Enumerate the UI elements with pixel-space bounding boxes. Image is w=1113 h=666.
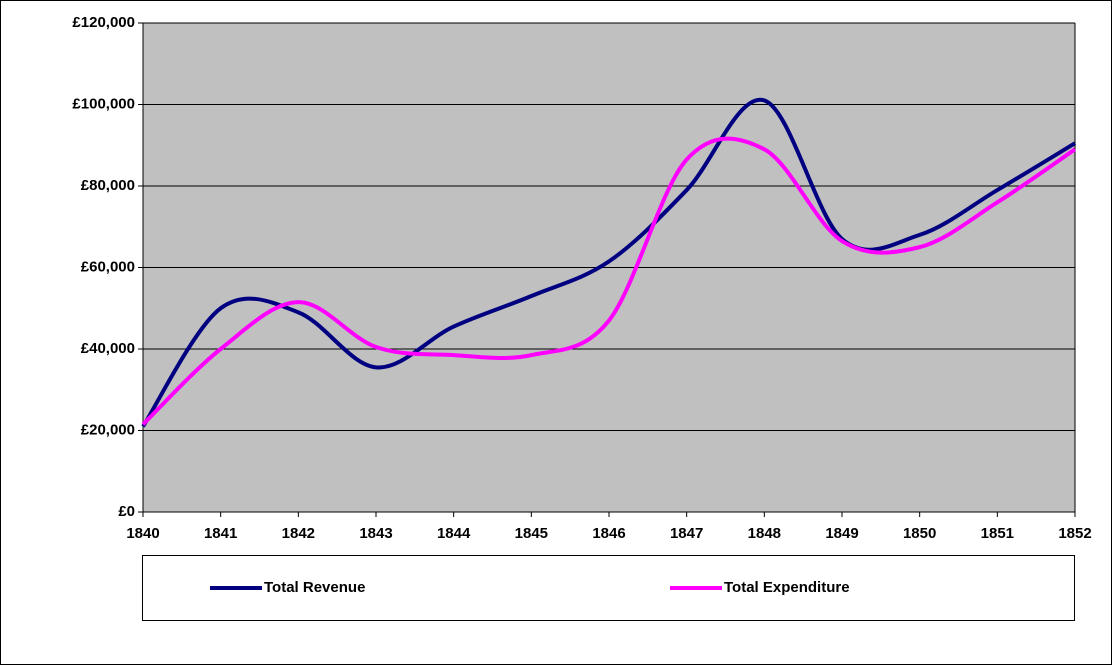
x-tick-label: 1840: [126, 525, 159, 542]
y-tick-label: £80,000: [81, 177, 135, 194]
x-tick-label: 1844: [437, 525, 471, 542]
x-tick-label: 1847: [670, 525, 703, 542]
y-tick-label: £100,000: [72, 95, 135, 112]
legend-box: [142, 555, 1075, 621]
y-tick-label: £60,000: [81, 258, 135, 275]
x-tick-label: 1849: [825, 525, 858, 542]
y-tick-label: £40,000: [81, 340, 135, 357]
x-tick-label: 1850: [903, 525, 936, 542]
x-tick-label: 1848: [748, 525, 781, 542]
x-tick-label: 1852: [1058, 525, 1091, 542]
x-tick-label: 1845: [515, 525, 548, 542]
x-tick-label: 1851: [981, 525, 1014, 542]
x-tick-label: 1842: [282, 525, 315, 542]
series-line: [141, 136, 1077, 426]
x-tick-label: 1843: [359, 525, 392, 542]
legend-label: Total Revenue: [264, 579, 365, 596]
series-line: [141, 97, 1077, 428]
legend-label: Total Expenditure: [724, 579, 850, 596]
y-tick-label: £0: [118, 503, 135, 520]
y-tick-label: £120,000: [72, 14, 135, 31]
y-tick-label: £20,000: [81, 421, 135, 438]
x-tick-label: 1841: [204, 525, 237, 542]
x-tick-label: 1846: [592, 525, 625, 542]
